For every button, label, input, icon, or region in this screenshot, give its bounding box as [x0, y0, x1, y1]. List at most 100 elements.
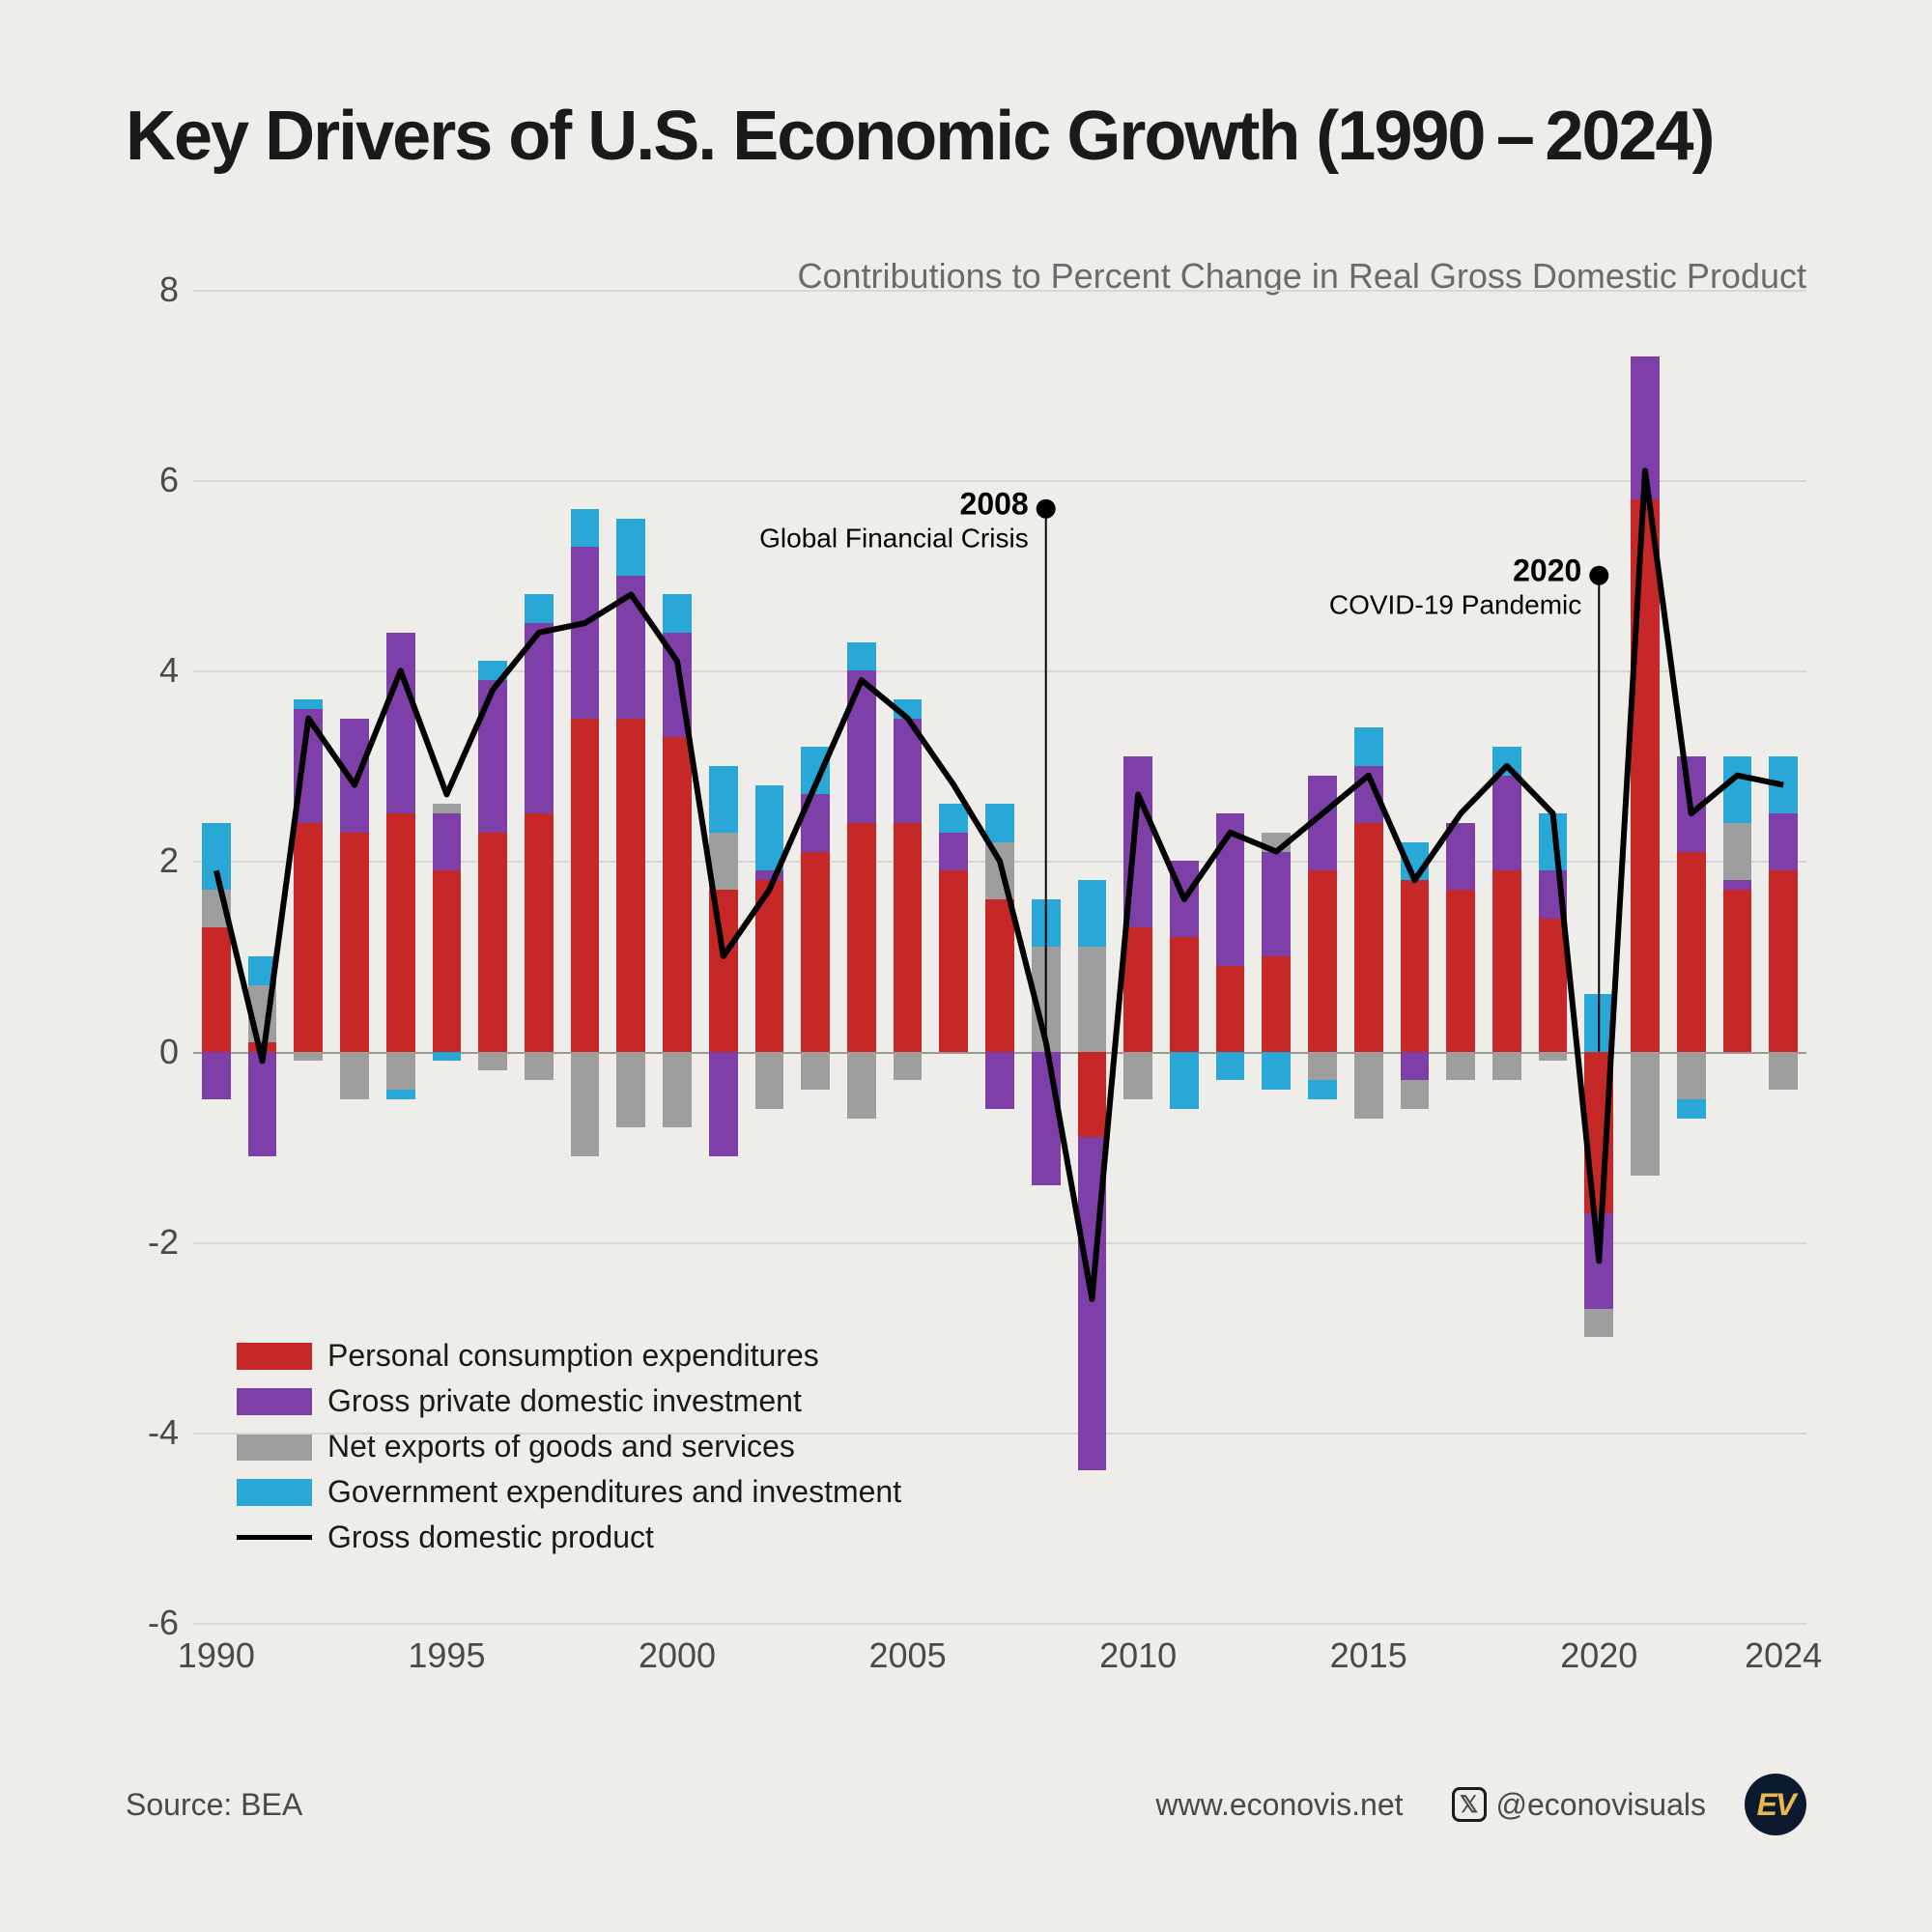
- bar-segment: [1631, 1052, 1660, 1176]
- bar-segment: [1078, 1137, 1107, 1470]
- footer: Source: BEA www.econovis.net 𝕏 @econovis…: [126, 1774, 1806, 1835]
- bar-segment: [1216, 966, 1245, 1052]
- bar-segment: [939, 833, 968, 870]
- bar-segment: [1677, 1099, 1706, 1119]
- bar-segment: [1492, 747, 1521, 776]
- bar-segment: [340, 833, 369, 1052]
- x-axis-tick: 1995: [408, 1635, 485, 1676]
- bar-segment: [1262, 852, 1291, 956]
- bar-segment: [1631, 356, 1660, 499]
- bar-segment: [294, 1052, 323, 1062]
- bar-segment: [1631, 499, 1660, 1052]
- bar-segment: [755, 1052, 784, 1109]
- bar-segment: [1170, 861, 1199, 937]
- x-axis-tick: 2010: [1099, 1635, 1177, 1676]
- bar-segment: [709, 766, 738, 833]
- x-axis-tick: 2024: [1745, 1635, 1822, 1676]
- svg-text:COVID-19 Pandemic: COVID-19 Pandemic: [1329, 590, 1581, 620]
- bar-segment: [1170, 937, 1199, 1051]
- bar-segment: [1401, 1080, 1430, 1109]
- bar-segment: [1539, 919, 1568, 1052]
- y-axis-tick: 8: [140, 270, 179, 310]
- bar-segment: [386, 813, 415, 1051]
- bar-segment: [294, 709, 323, 823]
- bar-segment: [1078, 947, 1107, 1051]
- bar-segment: [801, 794, 830, 851]
- gridline: [193, 290, 1806, 292]
- gridline: [193, 1623, 1806, 1625]
- bar-segment: [1446, 890, 1475, 1052]
- bar-segment: [894, 719, 923, 823]
- bar-segment: [847, 642, 876, 671]
- bar-segment: [386, 1090, 415, 1099]
- bar-segment: [571, 509, 600, 547]
- x-icon: 𝕏: [1452, 1787, 1487, 1822]
- bar-segment: [663, 737, 692, 1051]
- bar-segment: [1308, 870, 1337, 1051]
- bar-segment: [294, 823, 323, 1052]
- bar-segment: [616, 1052, 645, 1128]
- bar-segment: [202, 927, 231, 1051]
- legend-item: Government expenditures and investment: [237, 1474, 901, 1510]
- bar-segment: [478, 833, 507, 1052]
- bar-segment: [1539, 813, 1568, 870]
- bar-segment: [571, 719, 600, 1052]
- bar-segment: [1769, 870, 1798, 1051]
- legend-item: Gross domestic product: [237, 1520, 901, 1555]
- bar-segment: [1262, 1052, 1291, 1090]
- bar-segment: [709, 890, 738, 1052]
- bar-segment: [1446, 823, 1475, 890]
- bar-segment: [1584, 994, 1613, 1051]
- bar-segment: [525, 813, 554, 1051]
- bar-segment: [433, 870, 462, 1051]
- bar-segment: [248, 956, 277, 985]
- svg-text:2020: 2020: [1513, 554, 1581, 588]
- footer-url: www.econovis.net: [1155, 1787, 1403, 1823]
- bar-segment: [525, 594, 554, 623]
- chart-container: Key Drivers of U.S. Economic Growth (199…: [126, 97, 1806, 176]
- svg-text:2008: 2008: [960, 487, 1029, 522]
- bar-segment: [801, 852, 830, 1052]
- bar-segment: [1308, 1080, 1337, 1099]
- bar-segment: [894, 1052, 923, 1081]
- legend-swatch: [237, 1479, 312, 1506]
- bar-segment: [1262, 956, 1291, 1052]
- chart-plot-area: Personal consumption expenditures Gross p…: [193, 290, 1806, 1623]
- svg-text:Global Financial Crisis: Global Financial Crisis: [759, 524, 1029, 554]
- bar-segment: [847, 823, 876, 1052]
- bar-segment: [616, 719, 645, 1052]
- legend: Personal consumption expenditures Gross p…: [237, 1338, 901, 1565]
- y-axis-tick: 2: [140, 840, 179, 881]
- x-axis-tick: 2000: [639, 1635, 716, 1676]
- bar-segment: [571, 547, 600, 718]
- bar-segment: [433, 804, 462, 813]
- bar-segment: [709, 1052, 738, 1156]
- bar-segment: [1308, 776, 1337, 871]
- bar-segment: [248, 1042, 277, 1052]
- legend-swatch: [237, 1343, 312, 1370]
- bar-segment: [894, 699, 923, 719]
- y-axis-tick: -4: [140, 1412, 179, 1453]
- y-axis-tick: 0: [140, 1032, 179, 1072]
- legend-label: Gross private domestic investment: [327, 1383, 802, 1419]
- bar-segment: [1123, 927, 1152, 1051]
- bar-segment: [939, 804, 968, 833]
- bar-segment: [1401, 880, 1430, 1051]
- bar-segment: [801, 747, 830, 794]
- bar-segment: [571, 1052, 600, 1156]
- bar-segment: [1769, 756, 1798, 813]
- bar-segment: [340, 719, 369, 833]
- bar-segment: [1354, 766, 1383, 823]
- x-axis-tick: 2020: [1560, 1635, 1637, 1676]
- bar-segment: [478, 661, 507, 680]
- gridline: [193, 1242, 1806, 1244]
- legend-swatch-line: [237, 1535, 312, 1540]
- bar-segment: [1446, 1052, 1475, 1081]
- legend-label: Personal consumption expenditures: [327, 1338, 819, 1374]
- bar-segment: [1032, 947, 1061, 1051]
- bar-segment: [478, 680, 507, 833]
- bar-segment: [478, 1052, 507, 1071]
- bar-segment: [1401, 1052, 1430, 1081]
- y-axis-tick: 6: [140, 460, 179, 500]
- bar-segment: [1539, 870, 1568, 918]
